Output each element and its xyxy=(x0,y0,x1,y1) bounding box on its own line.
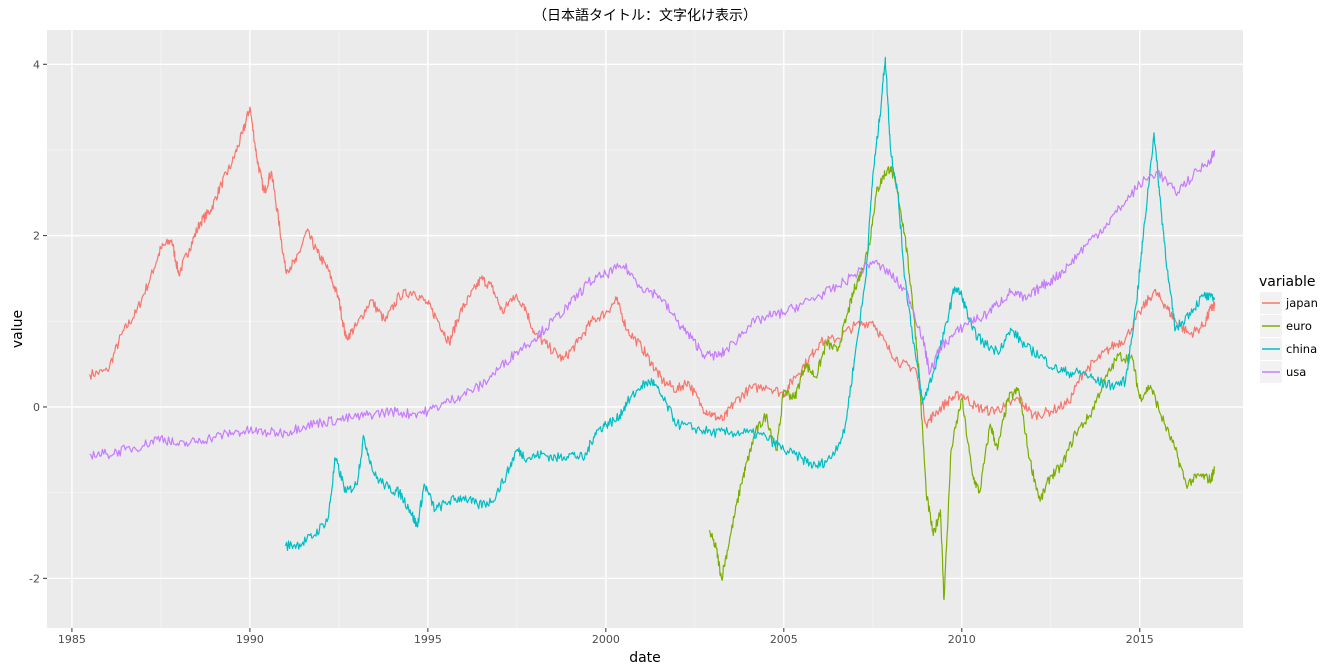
x-tick-label: 2000 xyxy=(592,633,620,646)
x-axis-ticks: 1985 1990 1995 2000 2005 2010 2015 xyxy=(58,628,1154,646)
grid-minor xyxy=(47,30,1243,628)
x-axis-title: date xyxy=(629,650,661,666)
y-tick-label: 4 xyxy=(33,58,40,71)
y-axis-ticks: -2 0 2 4 xyxy=(29,58,47,585)
x-tick-label: 1995 xyxy=(414,633,442,646)
legend-label-euro: euro xyxy=(1286,319,1312,333)
y-tick-label: 0 xyxy=(33,401,40,414)
legend-label-china: china xyxy=(1286,342,1317,356)
chart-title: （日本語タイトル：文字化け表示） xyxy=(533,8,757,24)
legend: variable japan euro china usa xyxy=(1259,274,1318,383)
y-tick-label: -2 xyxy=(29,572,40,585)
x-tick-label: 2005 xyxy=(770,633,798,646)
legend-title: variable xyxy=(1259,274,1315,290)
legend-label-usa: usa xyxy=(1286,365,1306,379)
series-line-euro xyxy=(708,166,1216,601)
plot-panel xyxy=(47,30,1243,628)
series-line-usa xyxy=(89,149,1216,460)
x-tick-label: 1990 xyxy=(236,633,264,646)
series-line-japan xyxy=(89,106,1216,429)
legend-label-japan: japan xyxy=(1285,296,1318,310)
y-tick-label: 2 xyxy=(33,230,40,243)
x-tick-label: 1985 xyxy=(58,633,86,646)
grid-major xyxy=(47,30,1243,628)
x-tick-label: 2010 xyxy=(948,633,976,646)
series-line-china xyxy=(284,56,1216,551)
x-tick-label: 2015 xyxy=(1126,633,1154,646)
y-axis-title: value xyxy=(10,310,26,348)
series-lines xyxy=(89,56,1216,601)
